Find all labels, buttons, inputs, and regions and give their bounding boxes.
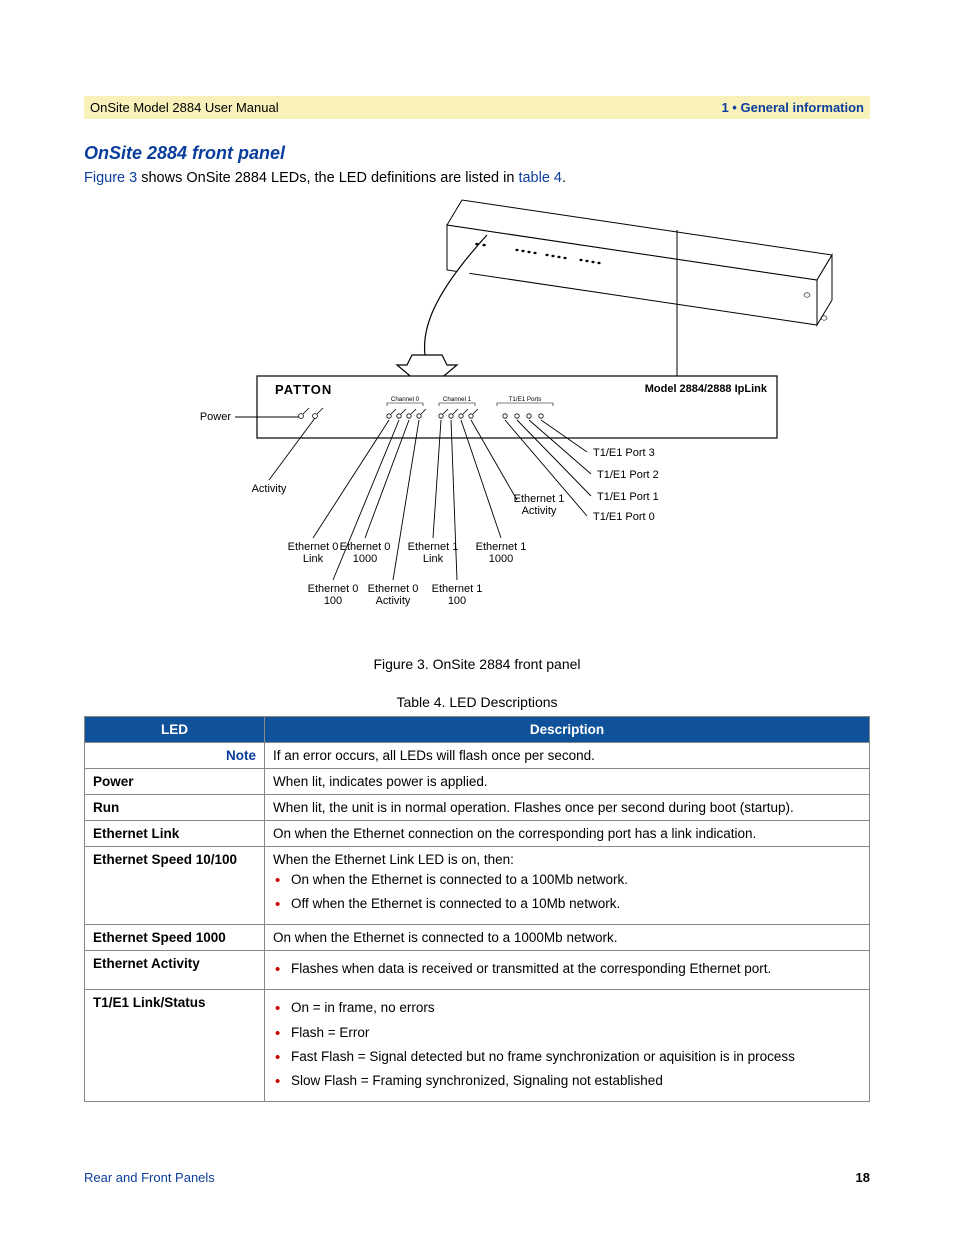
- table-caption: Table 4. LED Descriptions: [84, 694, 870, 710]
- header-left: OnSite Model 2884 User Manual: [90, 100, 279, 115]
- led-desc: When the Ethernet Link LED is on, then:O…: [265, 846, 870, 924]
- list-item: Fast Flash = Signal detected but no fram…: [273, 1048, 861, 1066]
- t1e1-port0-label: T1/E1 Port 0: [593, 511, 655, 523]
- eth1-1000-label: Ethernet 11000: [476, 541, 527, 565]
- brand-label: PATTON: [275, 382, 332, 397]
- table-row: Ethernet LinkOn when the Ethernet connec…: [85, 820, 870, 846]
- note-label: Note: [85, 742, 265, 768]
- eth0-act-label: Ethernet 0Activity: [368, 583, 419, 607]
- led-name: T1/E1 Link/Status: [85, 990, 265, 1102]
- list-item: Flashes when data is received or transmi…: [273, 960, 861, 978]
- list-item: Off when the Ethernet is connected to a …: [273, 895, 861, 913]
- led-name: Ethernet Activity: [85, 951, 265, 990]
- table-row: Ethernet Speed 1000On when the Ethernet …: [85, 925, 870, 951]
- table-row: Ethernet Activity Flashes when data is re…: [85, 951, 870, 990]
- intro-text-post: .: [562, 170, 566, 186]
- t1e1-port2-label: T1/E1 Port 2: [597, 469, 659, 481]
- eth1-100-label: Ethernet 1100: [432, 583, 483, 607]
- table-row: RunWhen lit, the unit is in normal opera…: [85, 794, 870, 820]
- channel1-label: Channel 1: [443, 396, 472, 403]
- col-led: LED: [85, 716, 265, 742]
- t1e1-port1-label: T1/E1 Port 1: [597, 491, 659, 503]
- led-name: Power: [85, 768, 265, 794]
- led-name: Ethernet Speed 10/100: [85, 846, 265, 924]
- led-desc: When lit, indicates power is applied.: [265, 768, 870, 794]
- led-name: Ethernet Speed 1000: [85, 925, 265, 951]
- page-header: OnSite Model 2884 User Manual 1 • Genera…: [84, 96, 870, 119]
- led-desc: On = in frame, no errors Flash = Error Fas…: [265, 990, 870, 1102]
- table-row: T1/E1 Link/StatusOn = in frame, no error…: [85, 990, 870, 1102]
- eth0-1000-label: Ethernet 01000: [340, 541, 391, 565]
- front-panel-diagram: PATTON Model 2884/2888 IpLink Channel 0 …: [117, 190, 837, 650]
- intro-text-pre: shows OnSite 2884 LEDs, the LED definiti…: [137, 170, 518, 186]
- led-name: Run: [85, 794, 265, 820]
- figure-caption: Figure 3. OnSite 2884 front panel: [84, 656, 870, 672]
- led-desc: On when the Ethernet is connected to a 1…: [265, 925, 870, 951]
- table-row: Ethernet Speed 10/100When the Ethernet L…: [85, 846, 870, 924]
- list-item: Flash = Error: [273, 1024, 861, 1042]
- activity-label: Activity: [252, 483, 287, 495]
- figure-wrapper: PATTON Model 2884/2888 IpLink Channel 0 …: [84, 190, 870, 672]
- table-row: PowerWhen lit, indicates power is applie…: [85, 768, 870, 794]
- footer-page: 18: [856, 1170, 870, 1185]
- led-table: LED Description Note If an error occurs,…: [84, 716, 870, 1103]
- footer-left: Rear and Front Panels: [84, 1170, 215, 1185]
- table-link[interactable]: table 4: [518, 170, 562, 186]
- led-desc: On when the Ethernet connection on the c…: [265, 820, 870, 846]
- page-footer: Rear and Front Panels 18: [84, 1170, 870, 1185]
- section-title: OnSite 2884 front panel: [84, 143, 870, 164]
- model-label: Model 2884/2888 IpLink: [645, 383, 768, 395]
- t1e1-ports-label: T1/E1 Ports: [509, 396, 542, 403]
- led-name: Ethernet Link: [85, 820, 265, 846]
- channel0-label: Channel 0: [391, 396, 420, 403]
- col-desc: Description: [265, 716, 870, 742]
- eth1-act-label: Ethernet 1Activity: [514, 493, 565, 517]
- t1e1-port3-label: T1/E1 Port 3: [593, 447, 655, 459]
- note-text: If an error occurs, all LEDs will flash …: [265, 742, 870, 768]
- table-row-note: Note If an error occurs, all LEDs will f…: [85, 742, 870, 768]
- header-right: 1 • General information: [721, 100, 864, 115]
- eth1-link-label: Ethernet 1Link: [408, 541, 459, 565]
- list-item: On = in frame, no errors: [273, 999, 861, 1017]
- list-item: On when the Ethernet is connected to a 1…: [273, 871, 861, 889]
- figure-link[interactable]: Figure 3: [84, 170, 137, 186]
- eth0-link-label: Ethernet 0Link: [288, 541, 339, 565]
- list-item: Slow Flash = Framing synchronized, Signa…: [273, 1072, 861, 1090]
- led-desc: Flashes when data is received or transmi…: [265, 951, 870, 990]
- led-desc: When lit, the unit is in normal operatio…: [265, 794, 870, 820]
- intro-paragraph: Figure 3 shows OnSite 2884 LEDs, the LED…: [84, 168, 870, 190]
- power-label: Power: [200, 411, 232, 423]
- eth0-100-label: Ethernet 0100: [308, 583, 359, 607]
